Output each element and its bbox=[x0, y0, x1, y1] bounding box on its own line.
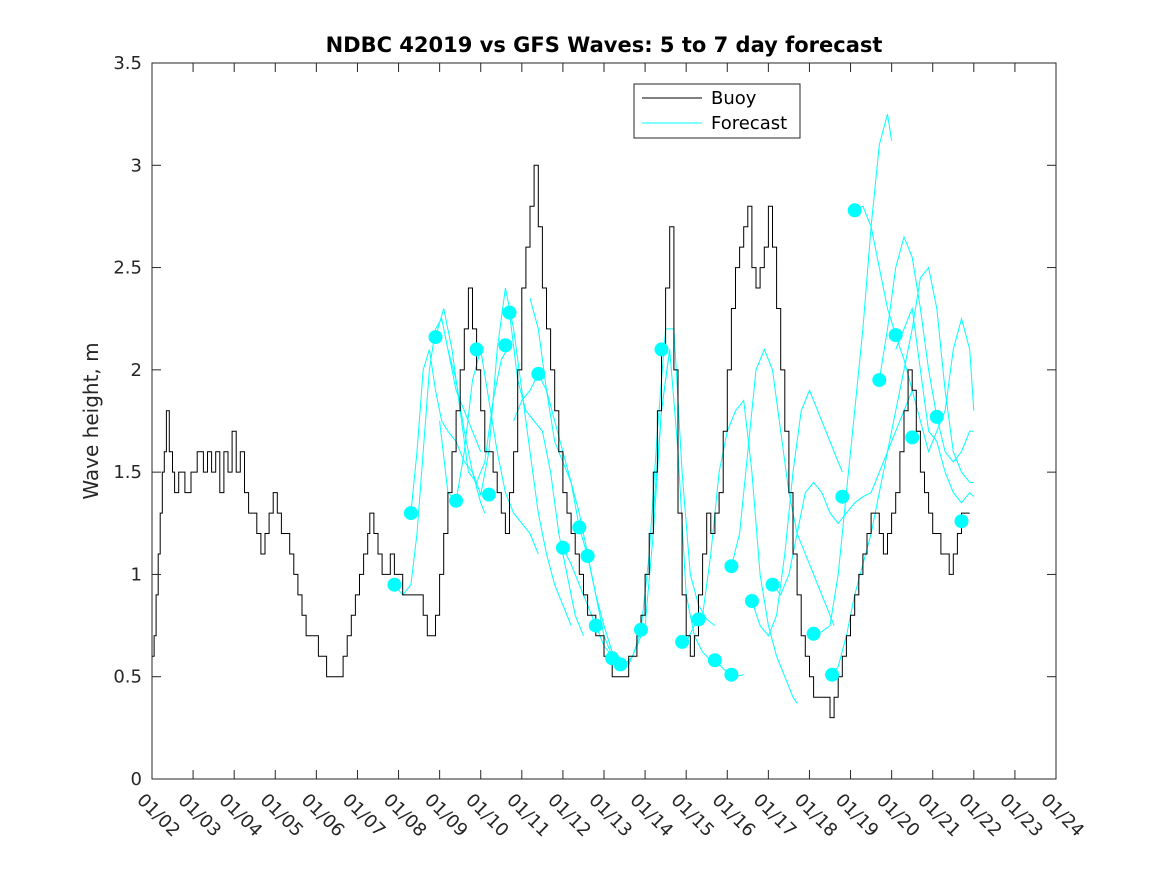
forecast-marker-5 bbox=[481, 487, 496, 502]
y-tick-label: 2.5 bbox=[113, 258, 142, 279]
forecast-marker-12 bbox=[588, 618, 603, 633]
forecast-marker-14 bbox=[613, 657, 628, 672]
forecast-marker-4 bbox=[469, 342, 484, 357]
forecast-line-19 bbox=[895, 306, 975, 504]
forecast-marker-30 bbox=[905, 430, 920, 445]
forecast-marker-20 bbox=[724, 667, 739, 682]
chart-title: NDBC 42019 vs GFS Waves: 5 to 7 day fore… bbox=[326, 33, 883, 57]
forecast-marker-19 bbox=[707, 653, 722, 668]
forecast-marker-9 bbox=[555, 540, 570, 555]
forecast-marker-25 bbox=[825, 667, 840, 682]
forecast-line-18 bbox=[878, 235, 974, 463]
y-tick-label: 1.5 bbox=[113, 462, 142, 483]
forecast-marker-10 bbox=[572, 520, 587, 535]
forecast-marker-28 bbox=[872, 373, 887, 388]
forecast-marker-15 bbox=[634, 622, 648, 637]
forecast-marker-0 bbox=[387, 577, 402, 592]
forecast-marker-1 bbox=[403, 506, 418, 521]
forecast-marker-31 bbox=[929, 409, 944, 424]
buoy-line bbox=[152, 164, 970, 719]
forecast-line-6 bbox=[513, 372, 621, 665]
y-tick-label: 2 bbox=[131, 360, 142, 381]
legend-box bbox=[633, 83, 801, 139]
plot-area bbox=[152, 63, 1056, 779]
forecast-marker-21 bbox=[724, 559, 739, 574]
forecast-marker-7 bbox=[502, 305, 517, 320]
forecast-marker-32 bbox=[954, 514, 969, 529]
forecast-line-0 bbox=[394, 317, 482, 596]
forecast-line-13 bbox=[751, 388, 843, 637]
forecast-line-15 bbox=[813, 113, 893, 635]
legend: Buoy Forecast bbox=[633, 83, 801, 139]
forecast-line-12 bbox=[730, 348, 835, 626]
forecast-marker-8 bbox=[531, 366, 546, 381]
y-axis-label: Wave height, m bbox=[79, 342, 103, 499]
forecast-marker-22 bbox=[744, 594, 759, 608]
forecast-line-2 bbox=[435, 308, 510, 484]
plot-frame bbox=[151, 62, 1057, 780]
y-tick-label: 0.5 bbox=[113, 667, 142, 688]
forecast-marker-29 bbox=[888, 328, 903, 343]
forecast-marker-6 bbox=[498, 338, 513, 353]
forecast-marker-27 bbox=[847, 203, 862, 218]
forecast-marker-2 bbox=[428, 330, 443, 345]
legend-label-buoy: Buoy bbox=[711, 88, 757, 109]
forecast-marker-23 bbox=[765, 577, 780, 592]
forecast-marker-11 bbox=[580, 549, 595, 563]
forecast-line-11 bbox=[685, 399, 798, 704]
forecast-marker-24 bbox=[806, 626, 821, 641]
y-tick-label: 0 bbox=[131, 769, 142, 790]
y-tick-label: 3 bbox=[131, 155, 142, 176]
series-layer bbox=[152, 113, 975, 719]
legend-label-forecast: Forecast bbox=[711, 113, 787, 134]
y-tick-label: 1 bbox=[131, 564, 142, 585]
forecast-line-14 bbox=[772, 390, 913, 596]
forecast-marker-18 bbox=[691, 612, 706, 627]
forecast-line-5 bbox=[509, 312, 584, 636]
y-tick-label: 3.5 bbox=[113, 53, 142, 74]
forecast-marker-17 bbox=[675, 634, 690, 649]
forecast-marker-16 bbox=[654, 342, 669, 357]
forecast-marker-3 bbox=[449, 493, 464, 508]
forecast-marker-26 bbox=[835, 489, 850, 504]
